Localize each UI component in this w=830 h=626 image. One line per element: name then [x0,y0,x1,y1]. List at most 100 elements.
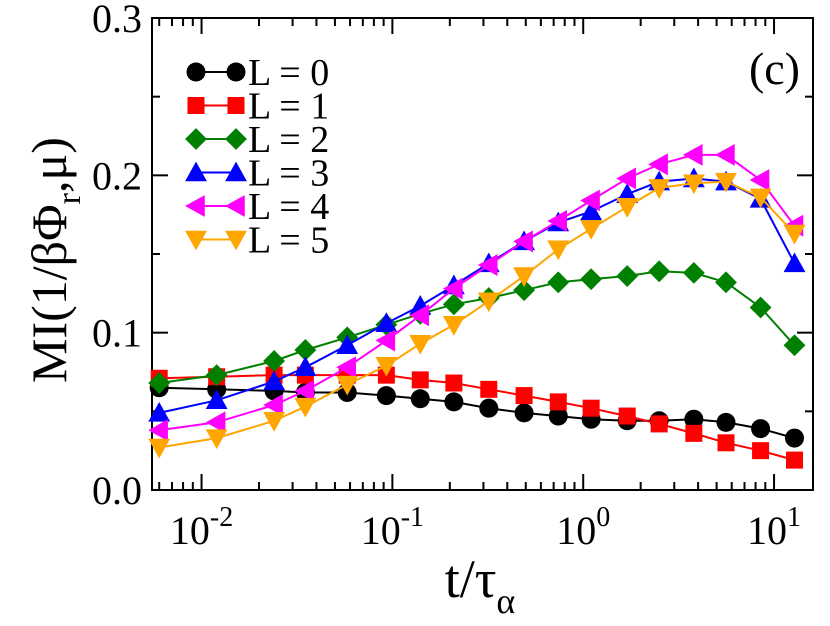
legend-item: L = 3 [185,153,329,195]
data-point [715,172,737,193]
legend-marker [187,97,205,114]
data-point [205,429,228,450]
legend-item: L = 1 [187,86,329,128]
legend-marker [226,62,246,82]
data-point [682,261,705,284]
data-point [717,434,735,452]
data-point [618,407,636,425]
series-2 [148,260,806,394]
legend-marker [225,128,247,150]
data-point [548,406,568,426]
data-point [375,312,398,332]
data-point [409,334,432,355]
data-point [616,167,636,190]
data-point [549,393,567,411]
series-line [159,270,796,384]
data-point [410,389,430,409]
data-point [336,375,359,396]
data-point [336,334,359,354]
x-tick-exponent: -1 [401,502,424,533]
data-point [751,419,771,439]
legend: L = 0L = 1L = 2L = 3L = 4L = 5 [185,52,329,262]
data-point [442,277,463,300]
legend-marker [186,62,206,82]
data-point [616,198,639,218]
legend-label: L = 0 [248,52,329,94]
data-point [411,371,429,389]
data-point [547,210,567,232]
x-tick-label: 101 [747,502,801,553]
y-axis-label-sub: r [51,192,88,204]
data-point [650,415,668,433]
data-point [786,451,804,469]
data-point [445,374,463,392]
legend-item: L = 4 [185,186,329,228]
data-point [580,220,603,240]
data-point [205,389,228,410]
x-tick-exponent: 1 [787,502,801,533]
y-tick-label: 0.3 [92,0,142,41]
data-point [263,370,286,391]
data-point [513,267,536,287]
data-point [547,271,570,294]
data-point [682,174,705,195]
y-axis-label: MI(1/βΦr,μ) [21,137,88,383]
data-point [263,394,283,416]
series-0 [149,378,805,448]
data-point [684,409,704,429]
data-point [205,411,226,434]
legend-marker [185,128,207,150]
legend-label: L = 3 [248,153,329,195]
x-tick-label: 10-1 [361,502,424,553]
y-tick-label: 0.1 [92,311,142,356]
legend-marker [185,195,205,217]
x-tick-base: 10 [556,508,596,553]
data-point [376,386,396,406]
series-3 [148,167,806,422]
data-point [547,240,570,261]
legend-marker [227,97,245,114]
data-point [148,401,171,422]
data-point [580,268,603,291]
series-5 [148,172,806,459]
legend-marker [185,161,207,182]
data-point [715,143,735,166]
data-point [444,392,464,412]
data-point [616,265,639,287]
data-point [716,412,736,432]
data-point [749,188,772,209]
x-tick-label: 100 [556,502,610,553]
data-point [749,169,770,191]
legend-marker [225,195,245,217]
data-point [294,397,317,418]
series-4 [148,143,804,442]
data-point [294,356,317,377]
y-axis-label-end: ,μ) [21,137,77,193]
data-point [648,179,671,199]
x-tick-base: 10 [361,508,401,553]
x-axis-label: t/τα [445,549,516,621]
series-1 [150,366,804,469]
data-point [515,387,533,405]
data-point [479,398,499,418]
data-point [148,419,168,442]
data-point [409,304,430,327]
legend-item: L = 0 [186,52,329,94]
data-point [480,380,498,398]
data-point [263,412,286,432]
series-layer [148,143,806,469]
legend-label: L = 5 [248,220,329,262]
data-point [477,254,498,276]
x-tick-exponent: -2 [210,502,233,533]
data-point [477,292,500,313]
data-point [294,339,317,361]
x-tick-exponent: 0 [596,502,610,533]
data-point [442,316,465,336]
x-tick-base: 10 [747,508,787,553]
data-point [648,153,668,176]
data-point [752,442,770,460]
data-point [580,200,603,221]
legend-marker [225,230,247,251]
y-axis-label-main: MI(1/βΦ [21,204,77,383]
data-point [375,356,398,377]
